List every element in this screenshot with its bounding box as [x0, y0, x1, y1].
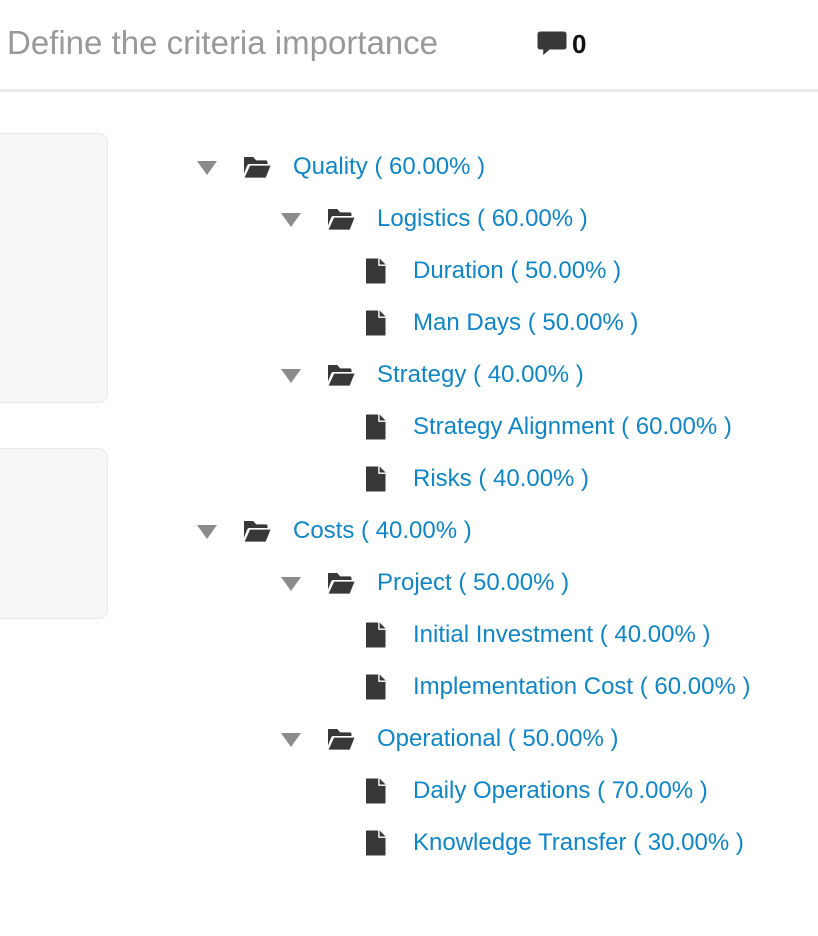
- side-card-bottom: [0, 448, 108, 619]
- folder-open-icon: [327, 208, 355, 231]
- tree-row: Quality ( 60.00% ): [0, 141, 818, 193]
- document-icon: [365, 622, 386, 648]
- comment-count: 0: [572, 29, 587, 59]
- tree-row: Duration ( 50.00% ): [0, 245, 818, 297]
- tree-item-link[interactable]: Strategy ( 40.00% ): [377, 361, 584, 388]
- tree-row: Operational ( 50.00% ): [0, 713, 818, 765]
- document-icon: [365, 674, 386, 700]
- tree-row: Knowledge Transfer ( 30.00% ): [0, 817, 818, 869]
- tree-item-link[interactable]: Implementation Cost ( 60.00% ): [413, 673, 751, 700]
- tree-item-link[interactable]: Risks ( 40.00% ): [413, 465, 590, 492]
- side-card-top: [0, 133, 108, 403]
- tree-item-link[interactable]: Knowledge Transfer ( 30.00% ): [413, 829, 744, 856]
- tree-row: Costs ( 40.00% ): [0, 505, 818, 557]
- document-icon: [365, 414, 386, 440]
- document-icon: [365, 830, 386, 856]
- tree-row: Initial Investment ( 40.00% ): [0, 609, 818, 661]
- caret-down-icon[interactable]: [281, 213, 301, 227]
- criteria-tree: Quality ( 60.00% ) Logistics ( 60.00% ) …: [0, 141, 818, 869]
- tree-row: Implementation Cost ( 60.00% ): [0, 661, 818, 713]
- tree-row: Logistics ( 60.00% ): [0, 193, 818, 245]
- tree-item-link[interactable]: Quality ( 60.00% ): [293, 153, 486, 180]
- caret-down-icon[interactable]: [281, 577, 301, 591]
- folder-open-icon: [243, 156, 271, 179]
- tree-item-link[interactable]: Daily Operations ( 70.00% ): [413, 777, 708, 804]
- folder-open-icon: [327, 364, 355, 387]
- page-title: Define the criteria importance: [7, 24, 439, 61]
- tree-item-link[interactable]: Operational ( 50.00% ): [377, 725, 619, 752]
- tree-row: Strategy Alignment ( 60.00% ): [0, 401, 818, 453]
- folder-open-icon: [327, 572, 355, 595]
- tree-row: Risks ( 40.00% ): [0, 453, 818, 505]
- header-divider: [0, 89, 818, 92]
- tree-row: Daily Operations ( 70.00% ): [0, 765, 818, 817]
- document-icon: [365, 310, 386, 336]
- folder-open-icon: [327, 728, 355, 751]
- page-header: Define the criteria importance 0: [0, 0, 818, 92]
- caret-down-icon[interactable]: [281, 733, 301, 747]
- document-icon: [365, 466, 386, 492]
- tree-item-link[interactable]: Strategy Alignment ( 60.00% ): [413, 413, 732, 440]
- tree-item-link[interactable]: Man Days ( 50.00% ): [413, 309, 639, 336]
- tree-item-link[interactable]: Initial Investment ( 40.00% ): [413, 621, 711, 648]
- tree-row: Project ( 50.00% ): [0, 557, 818, 609]
- tree-row: Man Days ( 50.00% ): [0, 297, 818, 349]
- tree-item-link[interactable]: Logistics ( 60.00% ): [377, 205, 588, 232]
- comment-bubble-icon[interactable]: [537, 31, 567, 56]
- tree-row: Strategy ( 40.00% ): [0, 349, 818, 401]
- document-icon: [365, 778, 386, 804]
- document-icon: [365, 258, 386, 284]
- caret-down-icon[interactable]: [197, 161, 217, 175]
- tree-item-link[interactable]: Duration ( 50.00% ): [413, 257, 622, 284]
- tree-item-link[interactable]: Costs ( 40.00% ): [293, 517, 472, 544]
- tree-item-link[interactable]: Project ( 50.00% ): [377, 569, 570, 596]
- caret-down-icon[interactable]: [281, 369, 301, 383]
- folder-open-icon: [243, 520, 271, 543]
- caret-down-icon[interactable]: [197, 525, 217, 539]
